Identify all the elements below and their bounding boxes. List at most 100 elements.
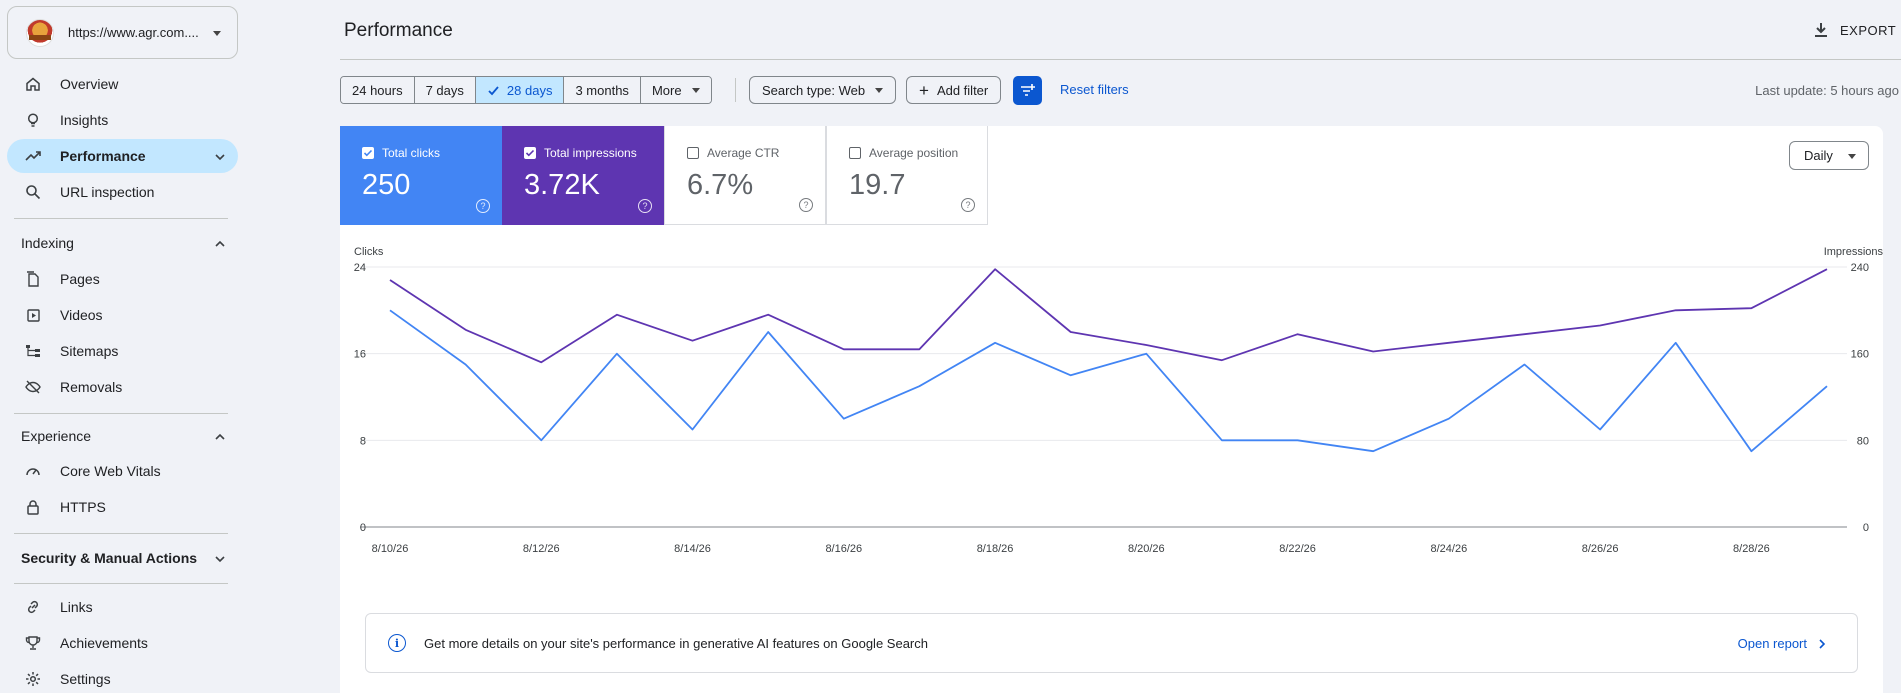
x-tick-label: 8/20/26 bbox=[1128, 543, 1165, 555]
nav-videos[interactable]: Videos bbox=[7, 298, 238, 332]
help-icon[interactable]: ? bbox=[961, 198, 975, 212]
home-icon bbox=[25, 76, 41, 92]
x-tick-label: 8/24/26 bbox=[1430, 543, 1467, 555]
checkbox-unchecked-icon[interactable] bbox=[849, 147, 861, 159]
add-filter-button[interactable]: + Add filter bbox=[906, 76, 1002, 104]
nav-performance[interactable]: Performance bbox=[7, 139, 238, 173]
pages-icon bbox=[25, 271, 41, 287]
metric-total-impressions[interactable]: Total impressions 3.72K ? bbox=[502, 126, 664, 225]
checkbox-checked-icon[interactable] bbox=[362, 147, 374, 159]
link-icon bbox=[25, 599, 41, 615]
y-right-tick-label: 160 bbox=[1851, 349, 1869, 361]
range-28-days[interactable]: 28 days bbox=[475, 77, 565, 103]
series-line-impressions bbox=[389, 268, 1828, 364]
range-3-months[interactable]: 3 months bbox=[564, 77, 641, 103]
metric-average-position[interactable]: Average position 19.7 ? bbox=[826, 126, 988, 225]
chevron-up-icon bbox=[214, 430, 226, 442]
trending-up-icon bbox=[25, 148, 41, 164]
y-right-tick-label: 240 bbox=[1851, 262, 1869, 274]
x-tick-label: 8/18/26 bbox=[977, 543, 1014, 555]
section-experience[interactable]: Experience bbox=[7, 422, 238, 450]
y-right-tick-label: 0 bbox=[1863, 522, 1869, 534]
range-more[interactable]: More bbox=[640, 77, 711, 103]
caret-down-icon bbox=[691, 87, 700, 93]
x-tick-label: 8/16/26 bbox=[825, 543, 862, 555]
performance-line-chart: 0 0 8 80 16 160 24 240 Clicks Impressions 8/10/26 8… bbox=[354, 246, 1884, 555]
nav-settings[interactable]: Settings bbox=[7, 662, 238, 693]
y-right-axis-title: Impressions bbox=[1824, 246, 1884, 258]
download-icon bbox=[1815, 23, 1827, 37]
checkbox-unchecked-icon[interactable] bbox=[687, 147, 699, 159]
video-icon bbox=[25, 307, 41, 323]
info-icon: i bbox=[388, 634, 406, 652]
divider bbox=[14, 533, 228, 534]
x-tick-label: 8/10/26 bbox=[372, 543, 409, 555]
metric-value: 19.7 bbox=[849, 169, 906, 201]
series-line-clicks bbox=[389, 309, 1828, 453]
y-left-tick-label: 8 bbox=[360, 435, 366, 447]
search-type-filter[interactable]: Search type: Web bbox=[749, 76, 897, 104]
y-left-tick-label: 24 bbox=[354, 262, 366, 274]
metric-value: 250 bbox=[362, 169, 411, 201]
nav-links[interactable]: Links bbox=[7, 590, 238, 624]
y-right-tick-label: 80 bbox=[1857, 435, 1869, 447]
granularity-select[interactable]: Daily bbox=[1789, 141, 1869, 170]
property-selector[interactable]: https://www.agr.com.... bbox=[7, 6, 238, 59]
filter-settings-button[interactable] bbox=[1013, 76, 1042, 105]
x-tick-label: 8/26/26 bbox=[1582, 543, 1619, 555]
x-tick-label: 8/14/26 bbox=[674, 543, 711, 555]
nav-https[interactable]: HTTPS bbox=[7, 490, 238, 524]
nav-pages[interactable]: Pages bbox=[7, 262, 238, 296]
page-title: Performance bbox=[344, 20, 453, 41]
y-left-axis-title: Clicks bbox=[354, 246, 384, 258]
chevron-down-icon bbox=[214, 150, 226, 162]
divider bbox=[735, 78, 736, 102]
section-security[interactable]: Security & Manual Actions bbox=[7, 544, 238, 572]
sidebar: https://www.agr.com.... Overview Insight… bbox=[0, 0, 244, 693]
search-icon bbox=[25, 184, 41, 200]
trophy-icon bbox=[25, 635, 41, 651]
lock-icon bbox=[25, 499, 41, 515]
date-range-selector: 24 hours 7 days 28 days 3 months More bbox=[340, 76, 712, 104]
metric-value: 3.72K bbox=[524, 169, 600, 201]
nav-overview[interactable]: Overview bbox=[7, 67, 238, 101]
caret-down-icon bbox=[875, 87, 884, 93]
nav-url-inspection[interactable]: URL inspection bbox=[7, 175, 238, 209]
checkbox-checked-icon[interactable] bbox=[524, 147, 536, 159]
help-icon[interactable]: ? bbox=[476, 199, 490, 213]
metric-value: 6.7% bbox=[687, 169, 754, 201]
open-report-link[interactable]: Open report bbox=[1738, 636, 1827, 651]
metric-average-ctr[interactable]: Average CTR 6.7% ? bbox=[664, 126, 826, 225]
ai-features-banner: i Get more details on your site's perfor… bbox=[365, 613, 1858, 673]
last-update: Last update: 5 hours ago bbox=[1755, 83, 1899, 98]
nav-sitemaps[interactable]: Sitemaps bbox=[7, 334, 238, 368]
help-icon[interactable]: ? bbox=[799, 198, 813, 212]
nav-insights[interactable]: Insights bbox=[7, 103, 238, 137]
visibility-off-icon bbox=[25, 379, 41, 395]
metric-total-clicks[interactable]: Total clicks 250 ? bbox=[340, 126, 502, 225]
gear-icon bbox=[25, 671, 41, 687]
nav-achievements[interactable]: Achievements bbox=[7, 626, 238, 660]
divider bbox=[14, 218, 228, 219]
nav-core-web-vitals[interactable]: Core Web Vitals bbox=[7, 454, 238, 488]
lightbulb-icon bbox=[25, 112, 41, 128]
range-7-days[interactable]: 7 days bbox=[414, 77, 476, 103]
y-left-tick-label: 16 bbox=[354, 349, 366, 361]
nav-removals[interactable]: Removals bbox=[7, 370, 238, 404]
chevron-right-icon bbox=[1819, 638, 1826, 649]
sitemap-icon bbox=[25, 343, 41, 359]
reset-filters-link[interactable]: Reset filters bbox=[1060, 82, 1129, 97]
x-tick-label: 8/12/26 bbox=[523, 543, 560, 555]
divider bbox=[14, 583, 228, 584]
check-icon bbox=[488, 85, 499, 95]
speed-icon bbox=[25, 463, 41, 479]
y-left-tick-label: 0 bbox=[360, 522, 366, 534]
x-tick-label: 8/22/26 bbox=[1279, 543, 1316, 555]
chevron-down-icon bbox=[214, 552, 226, 564]
export-button[interactable]: EXPORT bbox=[1812, 21, 1896, 39]
x-tick-label: 8/28/26 bbox=[1733, 543, 1770, 555]
section-indexing[interactable]: Indexing bbox=[7, 229, 238, 257]
range-24-hours[interactable]: 24 hours bbox=[341, 77, 415, 103]
caret-down-icon bbox=[213, 31, 221, 36]
help-icon[interactable]: ? bbox=[638, 199, 652, 213]
